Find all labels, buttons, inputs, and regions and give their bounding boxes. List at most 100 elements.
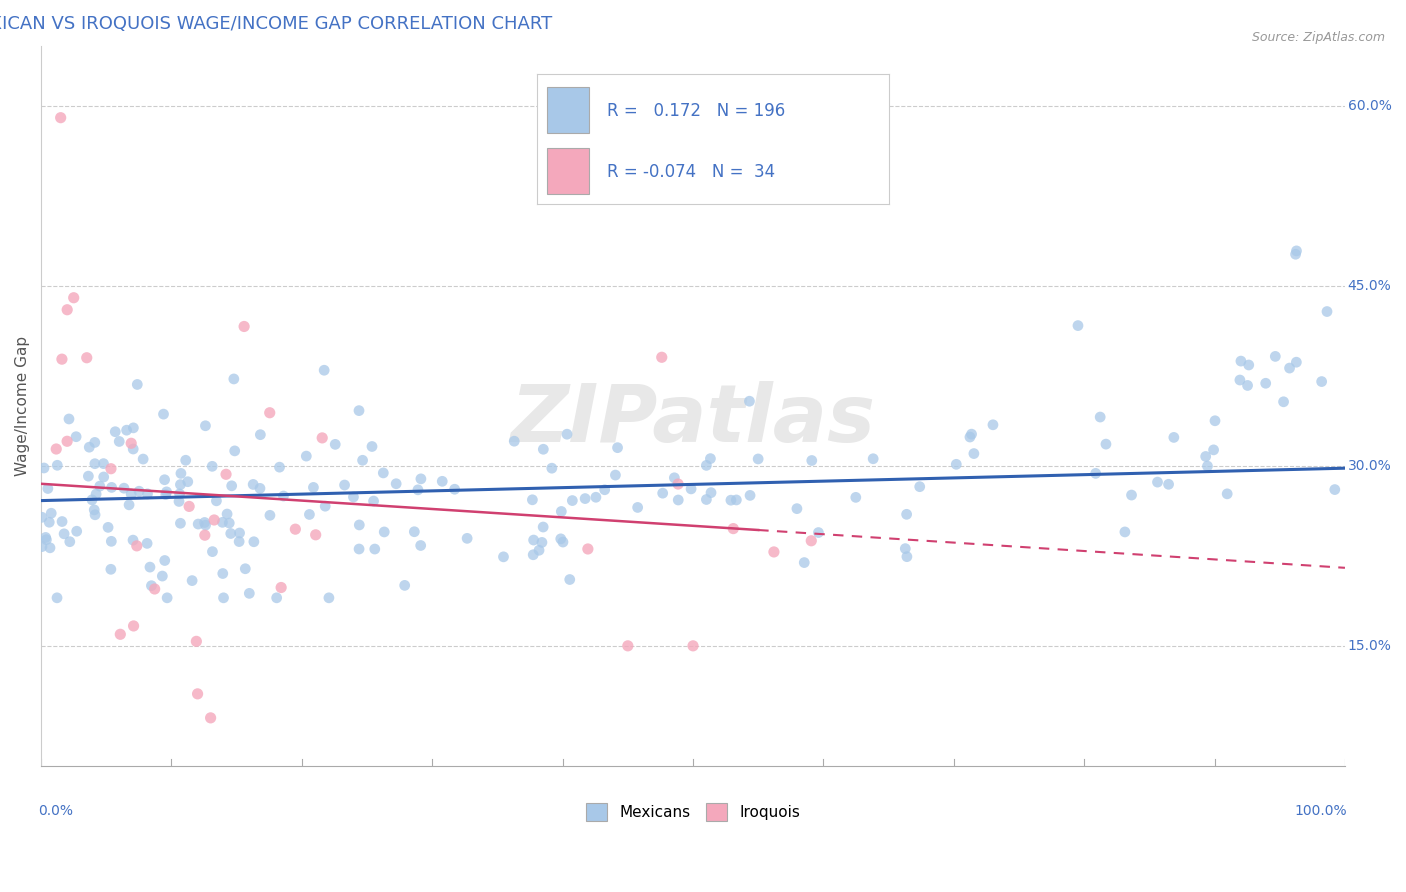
Point xyxy=(186,634,208,648)
Point xyxy=(894,541,917,556)
Point xyxy=(77,469,100,483)
Point xyxy=(84,487,107,501)
Point xyxy=(104,425,127,439)
Point xyxy=(169,516,191,531)
Point xyxy=(118,498,141,512)
Point xyxy=(249,427,271,442)
Point xyxy=(100,461,122,475)
Point xyxy=(492,549,515,564)
Point xyxy=(522,492,544,507)
Point xyxy=(217,507,239,521)
Point xyxy=(373,524,395,539)
Point xyxy=(35,533,58,547)
Point xyxy=(666,493,689,508)
Point xyxy=(558,573,581,587)
Point xyxy=(211,516,233,530)
Point xyxy=(122,619,145,633)
Point xyxy=(259,406,281,420)
Point xyxy=(551,535,574,549)
Point xyxy=(960,427,983,442)
Point xyxy=(120,436,142,450)
Y-axis label: Wage/Income Gap: Wage/Income Gap xyxy=(15,335,30,475)
Point xyxy=(406,483,429,497)
Point xyxy=(89,479,111,493)
Point xyxy=(443,482,465,496)
Point xyxy=(153,473,176,487)
Point xyxy=(1254,376,1277,391)
Point xyxy=(720,493,742,508)
Point xyxy=(747,452,769,467)
Point xyxy=(347,403,370,417)
Point xyxy=(295,449,318,463)
Point xyxy=(695,458,717,473)
Point xyxy=(153,553,176,567)
Point xyxy=(181,574,204,588)
Point xyxy=(202,513,225,527)
Point xyxy=(540,461,562,475)
Point xyxy=(896,508,918,522)
Point xyxy=(194,528,217,542)
Point xyxy=(122,421,145,435)
Point xyxy=(364,542,387,557)
Point xyxy=(169,487,191,501)
Point xyxy=(211,566,233,581)
Point xyxy=(456,532,478,546)
Point xyxy=(194,518,217,533)
Point xyxy=(807,525,830,540)
Point xyxy=(1204,414,1226,428)
Point xyxy=(212,591,235,605)
Point xyxy=(100,480,122,494)
Point xyxy=(314,499,336,513)
Point xyxy=(361,440,384,454)
Point xyxy=(627,500,650,515)
Point xyxy=(156,591,179,605)
Point xyxy=(238,586,260,600)
Point xyxy=(550,532,572,546)
Point xyxy=(233,319,256,334)
Point xyxy=(218,516,240,530)
Point xyxy=(112,481,135,495)
Point xyxy=(115,423,138,437)
Text: ZIPatlas: ZIPatlas xyxy=(510,381,876,459)
Point xyxy=(97,520,120,534)
Point xyxy=(132,452,155,467)
Point xyxy=(305,528,328,542)
Point xyxy=(1067,318,1090,333)
Point xyxy=(605,468,627,483)
Point xyxy=(100,562,122,576)
Point xyxy=(800,533,823,548)
Text: Source: ZipAtlas.com: Source: ZipAtlas.com xyxy=(1251,31,1385,45)
Point xyxy=(125,539,148,553)
Point xyxy=(249,481,271,495)
Point xyxy=(46,458,69,473)
Point xyxy=(39,541,62,555)
Point xyxy=(302,480,325,494)
Point xyxy=(1310,375,1333,389)
Point xyxy=(152,407,174,421)
Text: 15.0%: 15.0% xyxy=(1347,639,1392,653)
Point xyxy=(1284,247,1306,261)
Point xyxy=(259,508,281,523)
Point xyxy=(333,478,356,492)
Point xyxy=(194,516,217,530)
Point xyxy=(53,526,76,541)
Point xyxy=(1195,450,1218,464)
Point xyxy=(108,434,131,449)
Point xyxy=(981,417,1004,432)
Point xyxy=(576,541,599,556)
Point xyxy=(120,487,142,501)
Point xyxy=(127,377,149,392)
Point xyxy=(1278,361,1301,376)
Point xyxy=(394,578,416,592)
Point xyxy=(531,442,554,457)
Point xyxy=(266,591,288,605)
Point xyxy=(555,427,578,442)
Point xyxy=(738,488,761,502)
Point xyxy=(314,363,336,377)
Point xyxy=(1237,358,1260,372)
Text: 30.0%: 30.0% xyxy=(1347,458,1392,473)
Point xyxy=(1323,483,1346,497)
Point xyxy=(228,526,250,541)
Point xyxy=(222,372,245,386)
Text: 0.0%: 0.0% xyxy=(38,805,73,818)
